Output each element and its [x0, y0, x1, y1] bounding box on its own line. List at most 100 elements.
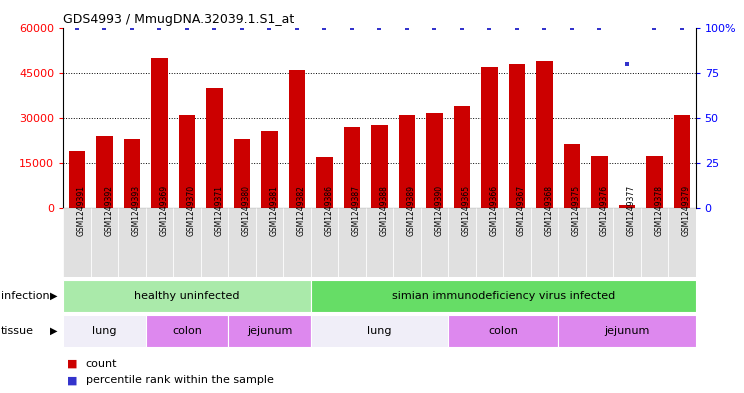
Point — [126, 24, 138, 31]
Text: GSM1249379: GSM1249379 — [682, 185, 691, 236]
Text: GSM1249375: GSM1249375 — [572, 185, 581, 236]
Text: ■: ■ — [67, 358, 77, 369]
Point — [236, 24, 248, 31]
Bar — [393, 208, 420, 277]
Point — [456, 24, 468, 31]
Bar — [91, 208, 118, 277]
Bar — [454, 106, 470, 208]
Bar — [228, 208, 256, 277]
Bar — [509, 64, 525, 208]
Text: count: count — [86, 358, 117, 369]
Point — [346, 24, 358, 31]
Bar — [234, 139, 250, 208]
Text: percentile rank within the sample: percentile rank within the sample — [86, 375, 274, 385]
Bar — [586, 208, 613, 277]
Bar — [646, 156, 663, 208]
Text: healthy uninfected: healthy uninfected — [134, 291, 240, 301]
Point — [594, 24, 606, 31]
Bar — [289, 70, 305, 208]
Bar — [371, 125, 388, 208]
Text: GSM1249378: GSM1249378 — [655, 185, 664, 236]
Bar — [530, 208, 558, 277]
Point — [263, 24, 275, 31]
Bar — [311, 280, 696, 312]
Text: GSM1249377: GSM1249377 — [627, 185, 636, 236]
Bar — [448, 208, 475, 277]
Bar — [146, 315, 228, 347]
Bar — [558, 315, 696, 347]
Point — [649, 24, 661, 31]
Bar — [124, 139, 140, 208]
Text: GSM1249380: GSM1249380 — [242, 185, 251, 236]
Text: colon: colon — [172, 326, 202, 336]
Bar — [206, 88, 222, 208]
Text: GSM1249391: GSM1249391 — [77, 185, 86, 236]
Bar — [63, 315, 146, 347]
Bar — [641, 208, 668, 277]
Text: GSM1249368: GSM1249368 — [545, 185, 554, 236]
Text: GSM1249388: GSM1249388 — [379, 185, 388, 236]
Text: GSM1249370: GSM1249370 — [187, 185, 196, 236]
Point — [429, 24, 440, 31]
Point — [539, 24, 551, 31]
Bar — [475, 208, 503, 277]
Point — [566, 24, 578, 31]
Text: GSM1249381: GSM1249381 — [269, 185, 278, 236]
Bar — [668, 208, 696, 277]
Bar — [366, 208, 393, 277]
Bar — [261, 131, 278, 208]
Text: lung: lung — [368, 326, 391, 336]
Text: ▶: ▶ — [50, 291, 57, 301]
Bar — [68, 151, 86, 208]
Bar — [448, 315, 558, 347]
Text: GSM1249389: GSM1249389 — [407, 185, 416, 236]
Bar — [283, 208, 311, 277]
Bar — [63, 280, 311, 312]
Bar — [426, 113, 443, 208]
Text: infection: infection — [1, 291, 49, 301]
Text: GDS4993 / MmugDNA.32039.1.S1_at: GDS4993 / MmugDNA.32039.1.S1_at — [63, 13, 295, 26]
Bar — [316, 157, 333, 208]
Text: GSM1249369: GSM1249369 — [159, 185, 168, 236]
Bar — [311, 208, 339, 277]
Bar — [564, 143, 580, 208]
Bar — [311, 315, 448, 347]
Bar — [96, 136, 113, 208]
Text: GSM1249371: GSM1249371 — [214, 185, 223, 236]
Bar — [339, 208, 366, 277]
Text: GSM1249366: GSM1249366 — [490, 185, 498, 236]
Text: tissue: tissue — [1, 326, 33, 336]
Point — [676, 24, 688, 31]
Bar — [256, 208, 283, 277]
Text: GSM1249367: GSM1249367 — [517, 185, 526, 236]
Bar — [558, 208, 586, 277]
Text: GSM1249390: GSM1249390 — [434, 185, 443, 236]
Bar — [151, 58, 167, 208]
Text: jejunum: jejunum — [247, 326, 292, 336]
Point — [373, 24, 385, 31]
Bar — [63, 208, 91, 277]
Bar — [344, 127, 360, 208]
Bar — [481, 67, 498, 208]
Text: GSM1249393: GSM1249393 — [132, 185, 141, 236]
Text: simian immunodeficiency virus infected: simian immunodeficiency virus infected — [391, 291, 615, 301]
Bar — [179, 115, 195, 208]
Bar — [619, 205, 635, 208]
Bar — [420, 208, 448, 277]
Text: ▶: ▶ — [50, 326, 57, 336]
Point — [484, 24, 496, 31]
Point — [208, 24, 220, 31]
Point — [401, 24, 413, 31]
Bar — [118, 208, 146, 277]
Bar — [536, 61, 553, 208]
Bar — [173, 208, 201, 277]
Point — [318, 24, 330, 31]
Text: GSM1249365: GSM1249365 — [462, 185, 471, 236]
Bar — [201, 208, 228, 277]
Bar — [399, 115, 415, 208]
Text: colon: colon — [488, 326, 518, 336]
Text: jejunum: jejunum — [604, 326, 650, 336]
Bar — [673, 115, 690, 208]
Text: GSM1249382: GSM1249382 — [297, 185, 306, 236]
Point — [98, 24, 110, 31]
